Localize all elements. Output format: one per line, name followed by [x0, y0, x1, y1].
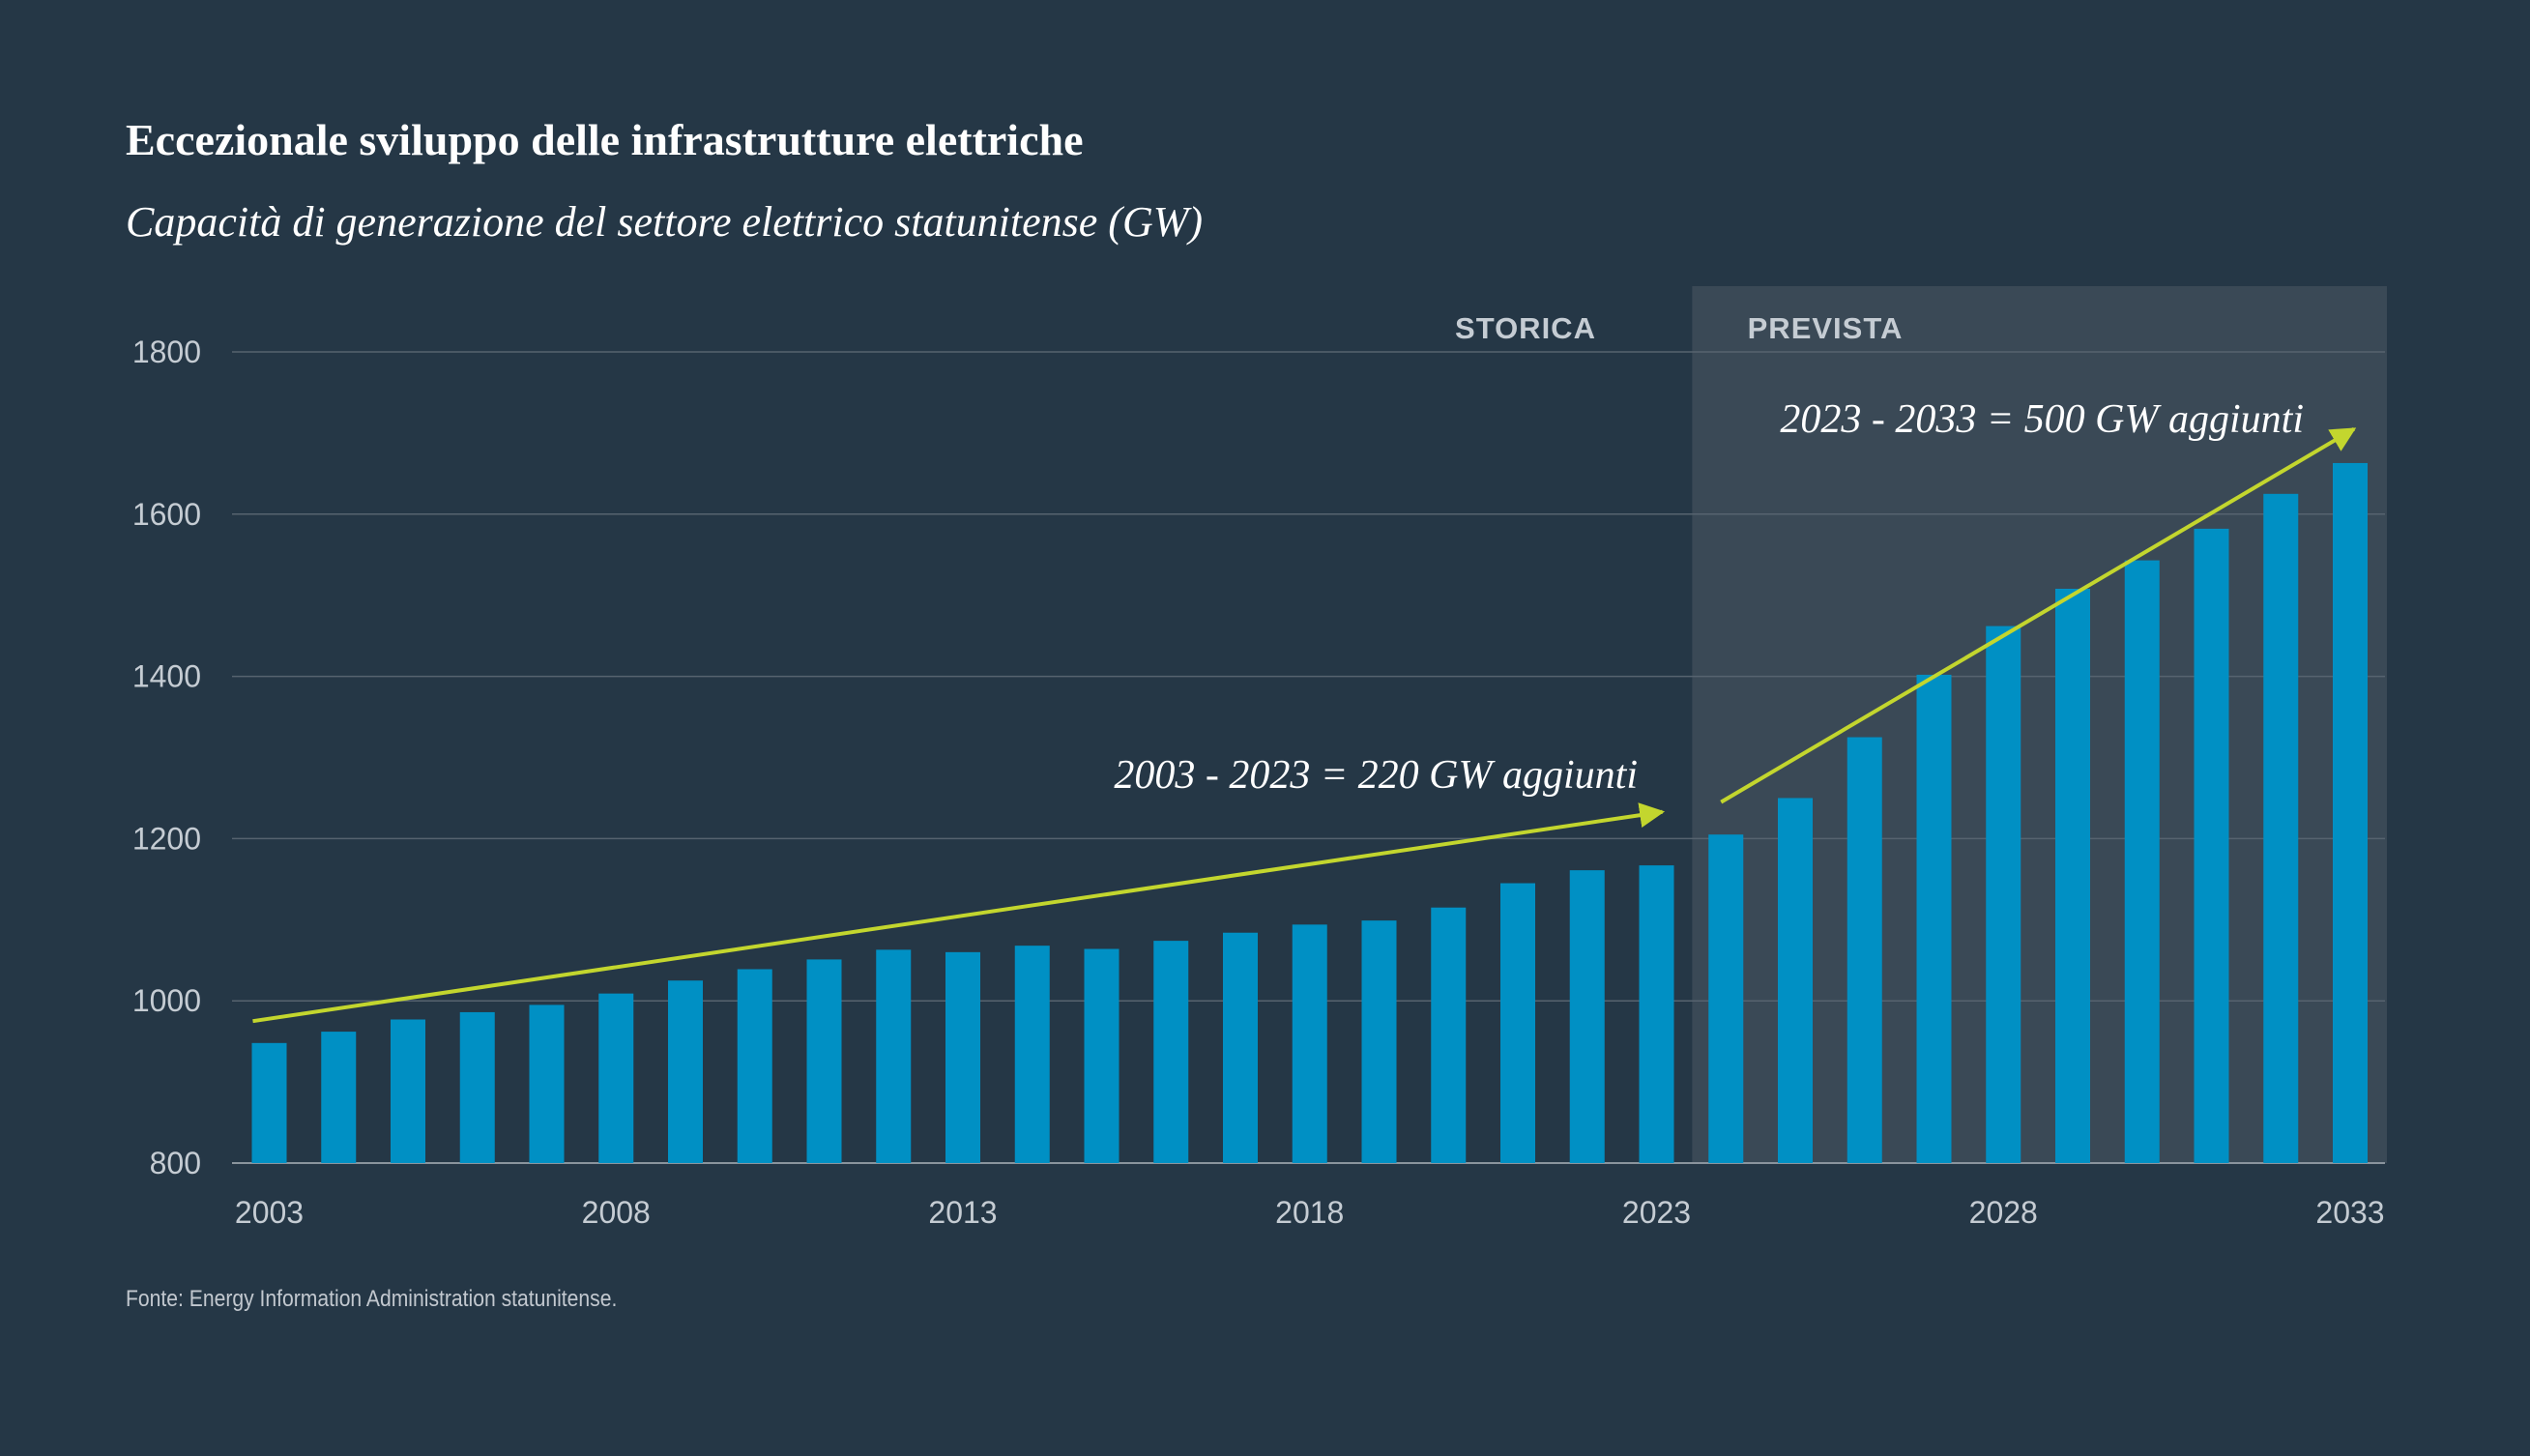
bar-2023 [1639, 865, 1674, 1163]
bar-2030 [2124, 560, 2160, 1163]
x-tick-label: 2003 [235, 1195, 304, 1230]
bar-2017 [1223, 932, 1258, 1163]
bar-2028 [1986, 626, 2021, 1163]
historical-label: STORICA [1455, 311, 1596, 345]
bar-2026 [1847, 737, 1882, 1163]
bar-2025 [1778, 798, 1813, 1163]
bar-2010 [737, 969, 772, 1163]
x-tick-label: 2023 [1622, 1195, 1691, 1230]
bar-2024 [1708, 834, 1744, 1163]
y-tick-label: 1400 [132, 659, 201, 694]
bar-2008 [598, 993, 634, 1163]
y-tick-label: 1600 [132, 497, 201, 532]
forecast-label: PREVISTA [1748, 311, 1904, 345]
bar-2009 [668, 980, 703, 1163]
bar-2013 [945, 951, 980, 1163]
bar-2016 [1153, 941, 1189, 1163]
bar-2027 [1916, 674, 1952, 1163]
y-tick-label: 1000 [132, 983, 201, 1018]
x-tick-label: 2018 [1275, 1195, 1344, 1230]
bar-2021 [1500, 883, 1535, 1163]
y-tick-label: 1800 [132, 335, 201, 369]
bar-2003 [251, 1042, 287, 1163]
bar-2006 [459, 1011, 495, 1163]
trend-arrow-2 [1720, 426, 2357, 804]
bar-2007 [529, 1005, 565, 1163]
bar-2029 [2055, 588, 2090, 1163]
bar-2022 [1569, 870, 1605, 1163]
bar-2019 [1361, 920, 1397, 1163]
bar-2015 [1084, 948, 1120, 1163]
bar-2032 [2263, 493, 2299, 1163]
chart-subtitle: Capacità di generazione del settore elet… [126, 198, 1204, 246]
x-tick-label: 2033 [2315, 1195, 2384, 1230]
annotation-forecast: 2023 - 2033 = 500 GW aggiunti [1780, 397, 2304, 442]
annotation-historical: 2003 - 2023 = 220 GW aggiunti [1114, 753, 1638, 798]
bar-2033 [2333, 462, 2368, 1163]
bar-2011 [806, 959, 842, 1163]
bar-2004 [321, 1032, 357, 1163]
y-tick-label: 1200 [132, 821, 201, 856]
bar-2012 [876, 949, 912, 1163]
chart-title: Eccezionale sviluppo delle infrastruttur… [126, 115, 1084, 164]
x-tick-label: 2008 [582, 1195, 651, 1230]
bar-2005 [391, 1019, 425, 1163]
source-note: Fonte: Energy Information Administration… [126, 1286, 618, 1312]
bar-2018 [1292, 924, 1327, 1163]
bar-2014 [1014, 946, 1050, 1163]
y-tick-label: 800 [150, 1146, 201, 1180]
x-tick-label: 2028 [1969, 1195, 2038, 1230]
bar-2020 [1431, 907, 1467, 1163]
x-tick-label: 2013 [928, 1195, 997, 1230]
trend-arrow-1 [252, 802, 1666, 1024]
bar-2031 [2194, 528, 2229, 1163]
